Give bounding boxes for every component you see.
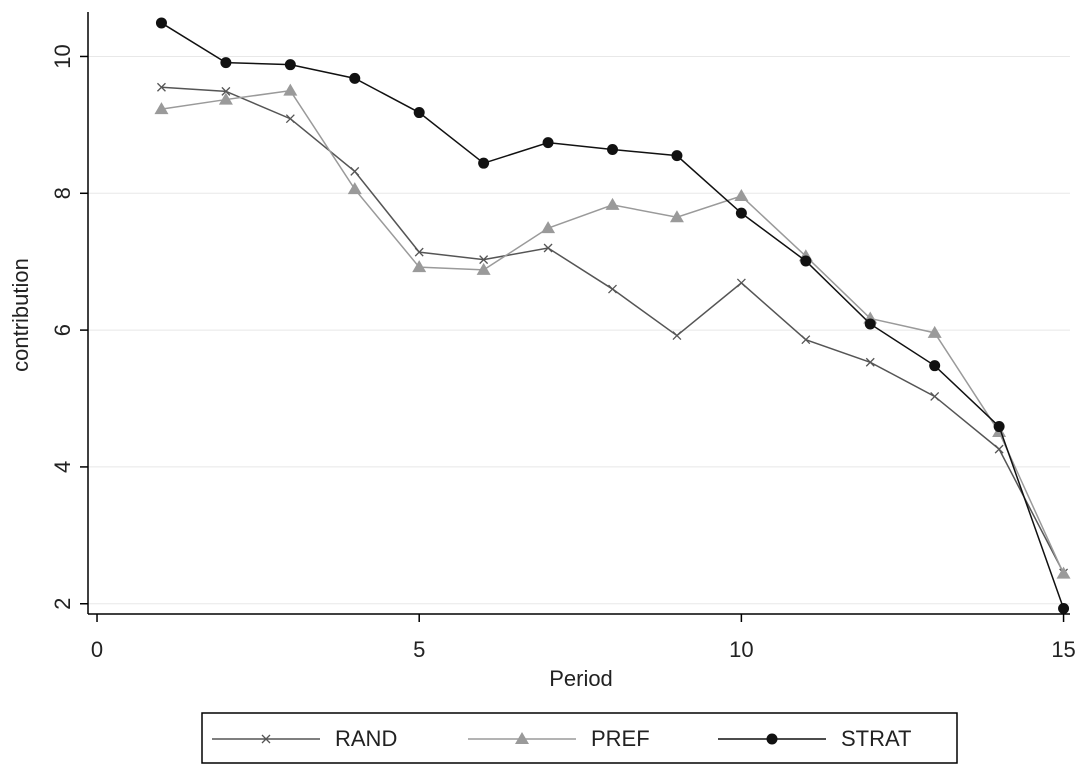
marker xyxy=(478,157,490,169)
marker xyxy=(800,255,812,267)
y-tick-label: 8 xyxy=(50,187,75,199)
marker xyxy=(736,278,746,288)
marker xyxy=(1056,566,1071,579)
marker xyxy=(608,284,617,294)
marker xyxy=(671,150,683,162)
x-tick-label: 0 xyxy=(91,637,103,662)
marker xyxy=(930,391,940,401)
legend-box xyxy=(201,712,958,764)
marker xyxy=(543,243,553,253)
marker xyxy=(261,734,271,744)
marker xyxy=(735,207,747,219)
marker xyxy=(929,360,941,372)
y-tick-label: 6 xyxy=(50,324,75,336)
marker xyxy=(927,325,942,338)
marker xyxy=(801,335,811,345)
marker xyxy=(607,144,619,156)
marker xyxy=(605,197,620,210)
series-line xyxy=(161,22,1065,609)
x-tick-label: 10 xyxy=(729,637,753,662)
marker xyxy=(542,137,554,149)
marker xyxy=(1058,603,1070,615)
marker xyxy=(156,82,166,92)
marker xyxy=(349,72,361,84)
marker xyxy=(479,255,489,265)
marker xyxy=(284,59,296,71)
x-tick-label: 15 xyxy=(1051,637,1075,662)
marker xyxy=(412,260,427,273)
marker xyxy=(155,17,167,29)
legend: RAND PREF STRAT xyxy=(201,712,958,764)
marker xyxy=(414,247,424,257)
marker xyxy=(994,444,1004,454)
marker xyxy=(541,221,556,234)
marker xyxy=(413,107,425,119)
marker xyxy=(218,92,233,105)
marker xyxy=(864,318,876,330)
marker xyxy=(476,262,491,275)
marker xyxy=(285,114,295,124)
y-tick-label: 10 xyxy=(50,44,75,68)
marker xyxy=(669,210,684,223)
marker xyxy=(283,83,298,96)
marker xyxy=(734,189,749,202)
y-axis-title: contribution xyxy=(8,258,33,372)
series-line xyxy=(161,89,1065,574)
legend-label: RAND xyxy=(335,726,397,751)
marker xyxy=(154,102,169,115)
y-tick-label: 4 xyxy=(50,461,75,473)
legend-label: PREF xyxy=(591,726,650,751)
marker xyxy=(672,331,682,341)
marker xyxy=(350,166,360,176)
marker xyxy=(766,733,778,745)
marker xyxy=(865,357,875,367)
x-tick-label: 5 xyxy=(413,637,425,662)
legend-label: STRAT xyxy=(841,726,911,751)
x-axis-title: Period xyxy=(549,666,613,691)
marker xyxy=(515,732,529,744)
marker xyxy=(993,421,1005,433)
marker xyxy=(347,182,362,195)
marker xyxy=(221,86,231,96)
marker xyxy=(220,57,232,69)
y-tick-label: 2 xyxy=(50,598,75,610)
